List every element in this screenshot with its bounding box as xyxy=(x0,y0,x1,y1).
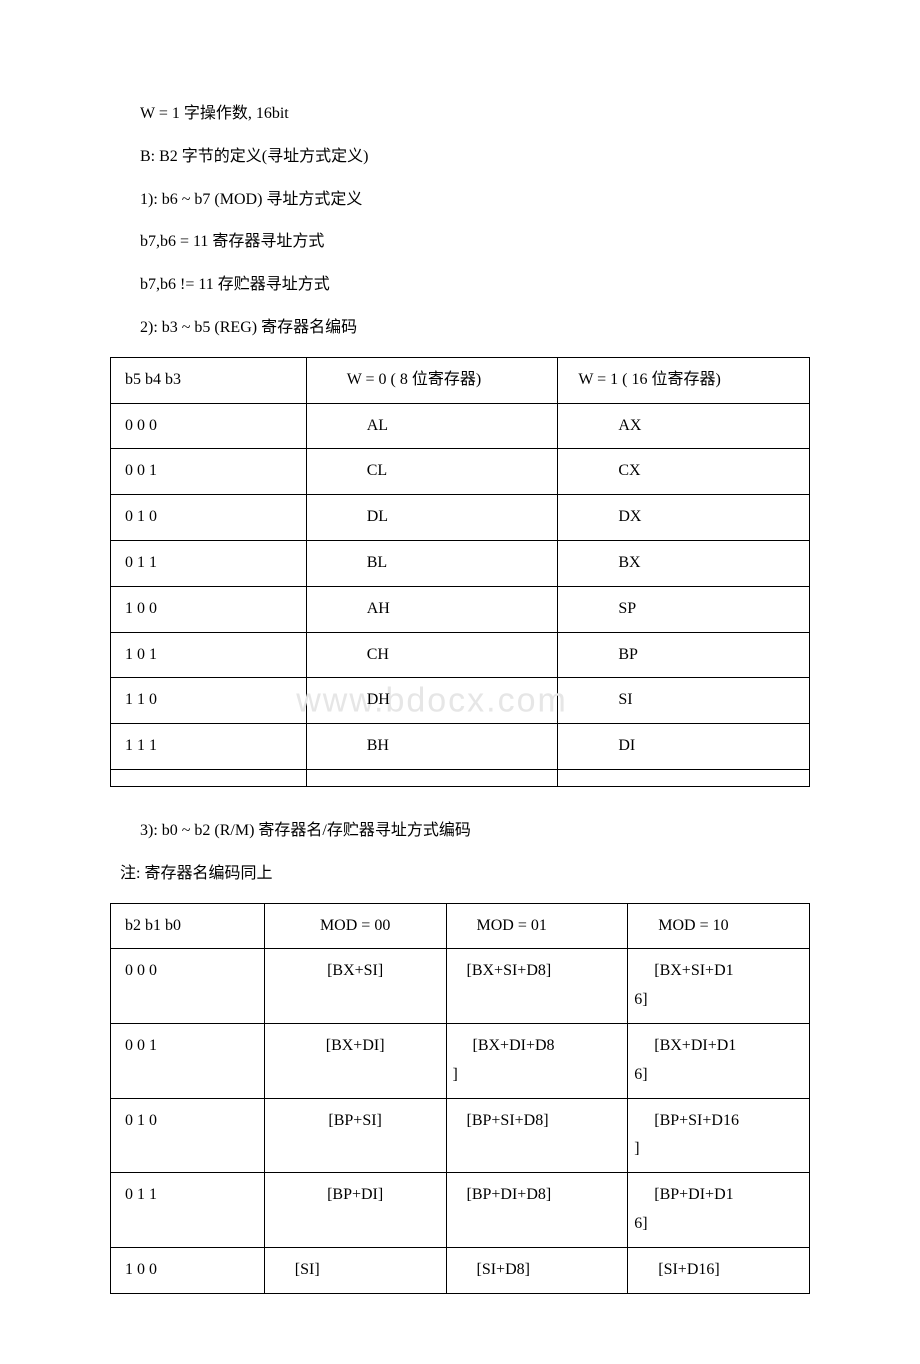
rm-encoding-table: b2 b1 b0 MOD = 00 MOD = 01 MOD = 10 0 0 … xyxy=(110,903,810,1294)
table-row: 0 0 0 [BX+SI] [BX+SI+D8] [BX+SI+D16] xyxy=(111,949,810,1024)
table-row: 1 1 0 DHwww.bdocx.com SI xyxy=(111,678,810,724)
text-line-5: b7,b6 != 11 存贮器寻址方式 xyxy=(110,271,810,300)
table-cell: [BX+DI+D8] xyxy=(446,1023,628,1098)
table-cell: CX xyxy=(558,449,810,495)
text-line-3: 1): b6 ~ b7 (MOD) 寻址方式定义 xyxy=(110,186,810,215)
table-cell: CH xyxy=(306,632,558,678)
table-cell: 1 0 1 xyxy=(111,632,307,678)
table-cell: [BP+SI+D8] xyxy=(446,1098,628,1173)
table-cell: [BX+SI+D8] xyxy=(446,949,628,1024)
table-cell: BL xyxy=(306,540,558,586)
table-cell: [BP+SI+D16] xyxy=(628,1098,810,1173)
table-cell: [BX+SI+D16] xyxy=(628,949,810,1024)
table-cell: DI xyxy=(558,724,810,770)
table-header-cell: MOD = 10 xyxy=(628,903,810,949)
table-cell: CL xyxy=(306,449,558,495)
table-row: 0 0 1 CL CX xyxy=(111,449,810,495)
text-line-1: W = 1 字操作数, 16bit xyxy=(110,100,810,129)
table-cell: 0 0 1 xyxy=(111,449,307,495)
watermark-text: www.bdocx.com xyxy=(296,670,568,731)
table-row: 0 0 0 AL AX xyxy=(111,403,810,449)
table-header-cell: b5 b4 b3 xyxy=(111,357,307,403)
table-cell: SP xyxy=(558,586,810,632)
text-line-4: b7,b6 = 11 寄存器寻址方式 xyxy=(110,228,810,257)
table-cell: [BX+DI+D16] xyxy=(628,1023,810,1098)
table-row: 1 0 0 [SI] [SI+D8] [SI+D16] xyxy=(111,1247,810,1293)
table-cell: 0 1 0 xyxy=(111,1098,265,1173)
table-cell: AH xyxy=(306,586,558,632)
table-cell: DX xyxy=(558,495,810,541)
table-cell: [BX+DI] xyxy=(264,1023,446,1098)
text-line-6: 2): b3 ~ b5 (REG) 寄存器名编码 xyxy=(110,314,810,343)
table-row: 0 1 1 BL BX xyxy=(111,540,810,586)
table-header-cell: W = 1 ( 16 位寄存器) xyxy=(558,357,810,403)
table-cell: 0 1 1 xyxy=(111,1173,265,1248)
table-cell xyxy=(558,769,810,786)
table-cell: BP xyxy=(558,632,810,678)
table-row: 0 1 0 DL DX xyxy=(111,495,810,541)
table-cell xyxy=(111,769,307,786)
table-row: 0 1 0 [BP+SI] [BP+SI+D8] [BP+SI+D16] xyxy=(111,1098,810,1173)
table-cell: [BP+DI+D8] xyxy=(446,1173,628,1248)
table-cell: 0 1 0 xyxy=(111,495,307,541)
table-header-cell: MOD = 00 xyxy=(264,903,446,949)
table-header-cell: W = 0 ( 8 位寄存器) xyxy=(306,357,558,403)
table-cell: [BP+DI+D16] xyxy=(628,1173,810,1248)
table-row: 0 0 1 [BX+DI] [BX+DI+D8] [BX+DI+D16] xyxy=(111,1023,810,1098)
table-cell: 1 0 0 xyxy=(111,586,307,632)
table-cell: AX xyxy=(558,403,810,449)
table-cell: 1 1 1 xyxy=(111,724,307,770)
table-cell: 0 0 0 xyxy=(111,949,265,1024)
table-cell: AL xyxy=(306,403,558,449)
table-cell: 0 1 1 xyxy=(111,540,307,586)
table-row: 1 0 1 CH BP xyxy=(111,632,810,678)
register-encoding-table: b5 b4 b3 W = 0 ( 8 位寄存器) W = 1 ( 16 位寄存器… xyxy=(110,357,810,787)
table-cell: BH xyxy=(306,724,558,770)
table-row: 0 1 1 [BP+DI] [BP+DI+D8] [BP+DI+D16] xyxy=(111,1173,810,1248)
table-cell: SI xyxy=(558,678,810,724)
table-row xyxy=(111,769,810,786)
table-header-cell: MOD = 01 xyxy=(446,903,628,949)
table-cell xyxy=(306,769,558,786)
table-row: 1 1 1 BH DI xyxy=(111,724,810,770)
table-header-row: b5 b4 b3 W = 0 ( 8 位寄存器) W = 1 ( 16 位寄存器… xyxy=(111,357,810,403)
table-cell: 0 0 0 xyxy=(111,403,307,449)
table-cell: BX xyxy=(558,540,810,586)
table-cell: DL xyxy=(306,495,558,541)
table-cell: 1 1 0 xyxy=(111,678,307,724)
table-header-row: b2 b1 b0 MOD = 00 MOD = 01 MOD = 10 xyxy=(111,903,810,949)
table-cell: 0 0 1 xyxy=(111,1023,265,1098)
table-header-cell: b2 b1 b0 xyxy=(111,903,265,949)
table-cell: [BX+SI] xyxy=(264,949,446,1024)
table-cell: DHwww.bdocx.com xyxy=(306,678,558,724)
table-row: 1 0 0 AH SP xyxy=(111,586,810,632)
table-cell: [SI] xyxy=(264,1247,446,1293)
table-cell: [BP+DI] xyxy=(264,1173,446,1248)
table-cell: [BP+SI] xyxy=(264,1098,446,1173)
text-line-2: B: B2 字节的定义(寻址方式定义) xyxy=(110,143,810,172)
table-cell: [SI+D8] xyxy=(446,1247,628,1293)
text-line-mid2: 注: 寄存器名编码同上 xyxy=(110,860,810,889)
table-cell: [SI+D16] xyxy=(628,1247,810,1293)
text-line-mid1: 3): b0 ~ b2 (R/M) 寄存器名/存贮器寻址方式编码 xyxy=(110,817,810,846)
table-cell: 1 0 0 xyxy=(111,1247,265,1293)
